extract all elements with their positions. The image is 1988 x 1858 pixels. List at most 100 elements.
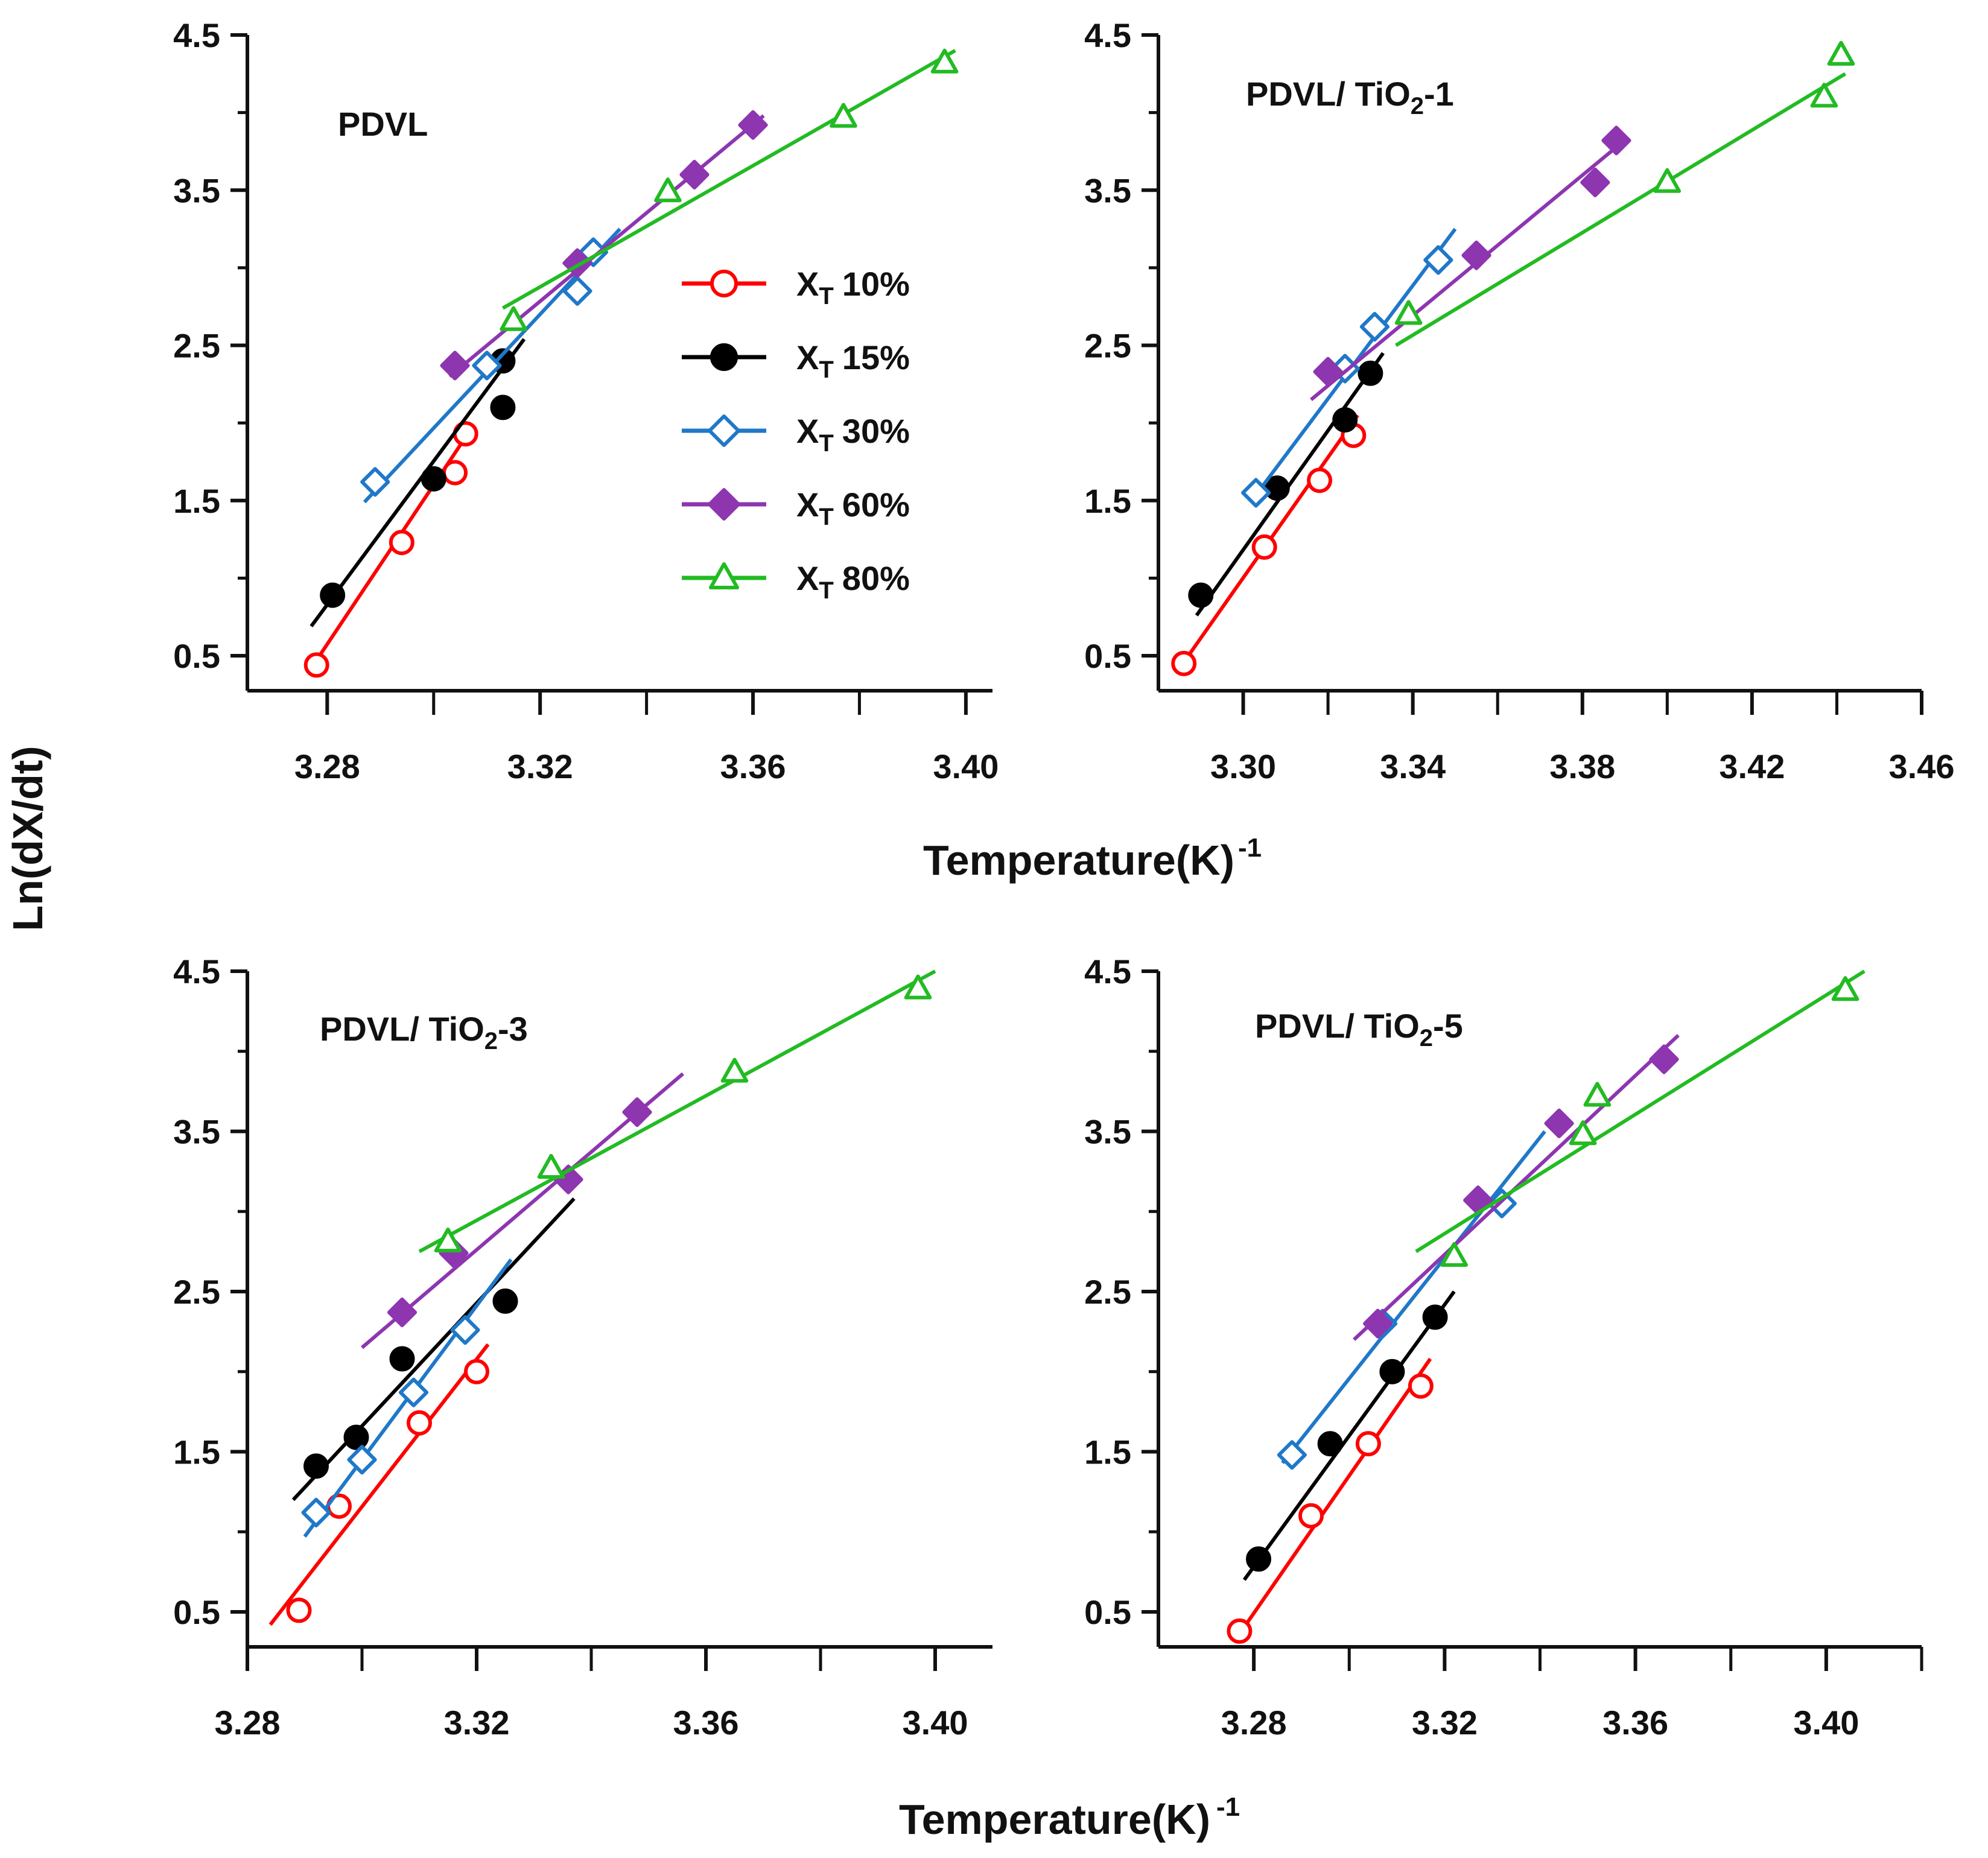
data-point-x60 [1363, 1308, 1393, 1339]
data-point-x15 [1246, 1546, 1272, 1572]
panels: 0.5 1.5 2.5 3.5 4.5 3.28 3.32 3.36 3.40 PDVL 0.5 1.… [173, 16, 1954, 1742]
data-point-x30 [1359, 312, 1390, 342]
legend-label-value: 60% [842, 486, 910, 524]
x-tick-label: 3.28 [1221, 1704, 1287, 1742]
legend-label-value: 10% [842, 265, 910, 303]
panel-title-suffix: -5 [1433, 1007, 1463, 1045]
fit-line-x15 [1242, 1290, 1456, 1581]
data-point-x60 [440, 350, 470, 381]
data-point-x15 [389, 1346, 415, 1372]
data-point-x15 [1422, 1304, 1448, 1330]
data-point-x80 [1827, 40, 1855, 66]
chart-panel-1: 0.5 1.5 2.5 3.5 4.5 3.28 3.32 3.36 3.40 PDVL [173, 16, 999, 785]
fit-line-x60 [1310, 142, 1622, 401]
y-tick-label: 2.5 [173, 1273, 220, 1311]
series-x15 [1188, 352, 1385, 617]
x-tick-label: 3.28 [294, 747, 360, 785]
panel-title-base: PDVL/ TiO [1246, 75, 1411, 113]
data-point-x80 [537, 1153, 565, 1179]
series-x10 [268, 1343, 490, 1626]
data-point-x15 [490, 395, 516, 420]
legend-label: XT 15% [796, 338, 910, 383]
x-tick-label: 3.32 [507, 747, 573, 785]
data-point-x80 [500, 306, 527, 331]
data-point-x60 [387, 1297, 418, 1328]
data-point-x15 [320, 582, 346, 608]
panel-title-base: PDVL [338, 105, 428, 143]
legend-item-x10: XT 10% [682, 265, 910, 309]
x-tick-label: 3.46 [1889, 747, 1955, 785]
data-point-x80 [1394, 300, 1423, 325]
panel-title: PDVL [338, 105, 428, 143]
series-x15 [291, 1197, 576, 1501]
data-point-x60 [738, 110, 768, 140]
legend-label-value: 80% [842, 559, 910, 597]
data-point-x60 [1649, 1044, 1679, 1074]
y-tick-label: 1.5 [1084, 482, 1131, 520]
legend-label-var: X [796, 338, 819, 376]
data-point-x10 [286, 1597, 312, 1623]
y-tick-label: 3.5 [1084, 171, 1131, 209]
x-tick-label: 3.40 [1793, 1704, 1859, 1742]
data-point-x30 [301, 1497, 331, 1527]
legend-label-var: X [796, 412, 819, 450]
fit-line-x80 [418, 969, 936, 1254]
data-point-x80 [1440, 1241, 1468, 1267]
legend-label-subscript: T [819, 430, 833, 457]
legend-marker-x80 [709, 562, 739, 589]
data-point-x15 [303, 1453, 329, 1479]
legend-label: XT 30% [796, 412, 910, 457]
panel-title-suffix: -3 [498, 1010, 528, 1048]
legend-label-subscript: T [819, 504, 833, 530]
x-axis-title-bottom-exponent: -1 [1216, 1792, 1240, 1822]
data-point-x15 [421, 466, 446, 492]
panel-title-subscript: 2 [484, 1028, 498, 1054]
x-tick-label: 3.30 [1210, 747, 1276, 785]
data-point-x10 [1251, 534, 1277, 560]
x-tick-label: 3.28 [215, 1704, 281, 1742]
y-tick-label: 3.5 [173, 1113, 220, 1151]
legend-label-subscript: T [819, 283, 833, 309]
series-x80 [1415, 969, 1866, 1267]
data-point-x10 [1227, 1618, 1253, 1644]
data-point-x80 [720, 1057, 749, 1083]
y-tick-label: 2.5 [173, 327, 220, 365]
x-tick-label: 3.40 [933, 747, 999, 785]
y-tick-label: 4.5 [173, 953, 220, 991]
x-tick-label: 3.34 [1380, 747, 1446, 785]
fit-line-x80 [1395, 72, 1847, 347]
data-point-x30 [347, 1445, 377, 1475]
series-x80 [500, 48, 959, 331]
data-point-x15 [1317, 1431, 1343, 1457]
data-point-x30 [398, 1377, 429, 1407]
legend-label-var: X [796, 559, 819, 597]
data-point-x10 [1171, 650, 1197, 676]
y-tick-label: 4.5 [1084, 953, 1131, 991]
data-point-x80 [1831, 976, 1859, 1001]
y-tick-label: 4.5 [173, 16, 220, 54]
data-point-x80 [654, 177, 682, 203]
fit-line-x60 [448, 114, 765, 378]
y-tick-label: 4.5 [1084, 16, 1131, 54]
chart-panel-4: 0.5 1.5 2.5 3.5 4.5 3.28 3.32 3.36 3.40 PDVL/ TiO… [1084, 953, 1923, 1742]
data-point-x60 [679, 159, 710, 190]
x-tick-label: 3.38 [1549, 747, 1615, 785]
data-point-x80 [904, 974, 932, 1000]
data-point-x60 [1601, 125, 1631, 156]
x-tick-label: 3.36 [673, 1704, 739, 1742]
data-point-x15 [1264, 475, 1290, 501]
x-tick-label: 3.32 [444, 1704, 510, 1742]
series-x10 [1171, 414, 1367, 676]
data-point-x10 [1298, 1503, 1324, 1529]
y-tick-label: 0.5 [1084, 637, 1131, 675]
legend-label-subscript: T [819, 577, 833, 604]
data-point-x60 [622, 1097, 652, 1127]
fit-line-x10 [1233, 1357, 1432, 1642]
x-axis-title-top-base: Temperature(K) [923, 837, 1234, 884]
series-x10 [303, 421, 478, 678]
series-x80 [418, 969, 936, 1254]
fit-line-x10 [268, 1343, 490, 1626]
y-axis-title: Ln(dX/dt) [4, 746, 51, 931]
data-point-x10 [1408, 1373, 1434, 1399]
panel-title-subscript: 2 [1411, 93, 1424, 119]
